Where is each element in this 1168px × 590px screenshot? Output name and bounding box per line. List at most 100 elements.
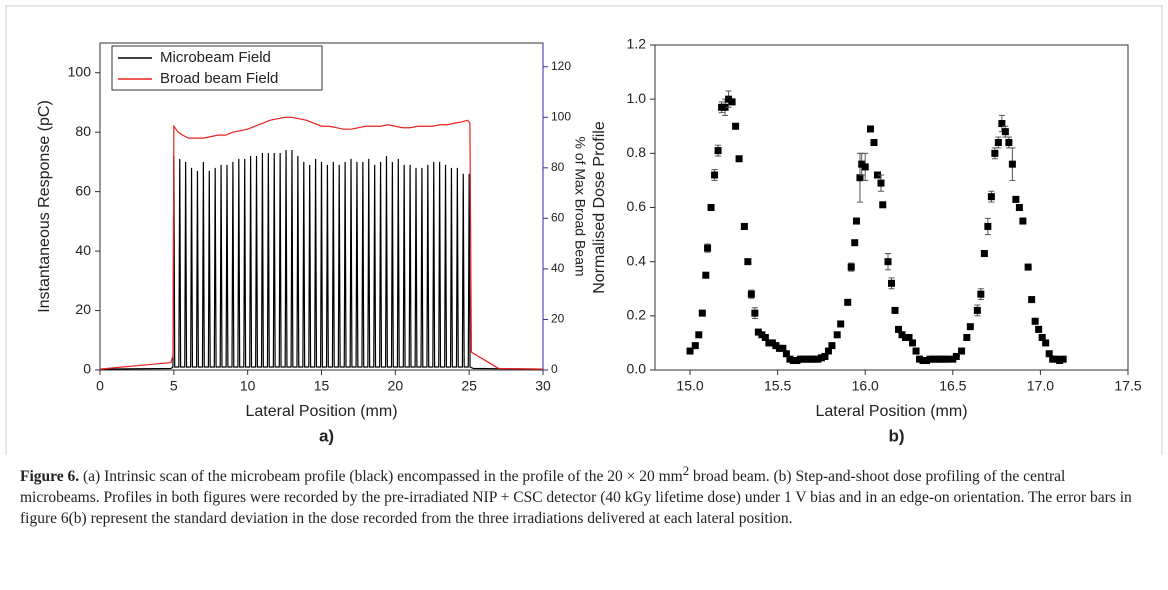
data-point xyxy=(952,352,960,360)
data-point xyxy=(958,347,966,355)
y-tick-label: 0.6 xyxy=(627,198,647,214)
data-point xyxy=(800,355,808,363)
x-tick-label: 5 xyxy=(170,378,178,394)
caption-text: (a) Intrinsic scan of the microbeam prof… xyxy=(79,468,683,486)
y-tick-label: 100 xyxy=(68,63,92,79)
data-point xyxy=(944,355,952,363)
y-tick-label: 0.2 xyxy=(627,307,647,323)
data-point xyxy=(828,342,836,350)
data-point xyxy=(747,290,755,298)
data-point xyxy=(902,334,910,341)
data-point xyxy=(851,239,859,247)
data-point xyxy=(695,331,703,339)
data-point xyxy=(775,344,783,352)
data-point xyxy=(821,352,829,360)
data-point xyxy=(702,271,710,279)
data-point xyxy=(847,263,855,271)
data-point xyxy=(991,149,999,157)
y-tick-label: 0 xyxy=(83,361,91,377)
x-tick-label: 17.0 xyxy=(1027,378,1054,394)
data-point xyxy=(987,193,995,201)
data-point xyxy=(758,331,766,339)
data-point xyxy=(772,342,780,350)
panel-label: a) xyxy=(319,426,334,445)
data-point xyxy=(919,357,927,365)
caption-superscript: 2 xyxy=(682,463,690,478)
data-point xyxy=(912,347,920,355)
y-tick-label: 60 xyxy=(75,182,91,198)
data-point xyxy=(856,174,864,182)
data-point xyxy=(740,222,748,230)
caption-label: Figure 6. xyxy=(20,468,80,486)
figure: 0 5 10 15 20 25 30020406080100020406080100120%… xyxy=(5,5,1163,455)
data-point xyxy=(728,98,736,106)
data-point xyxy=(1052,355,1060,363)
data-point xyxy=(1059,355,1067,363)
data-point xyxy=(998,120,1006,128)
x-axis-label: Lateral Position (mm) xyxy=(245,403,397,420)
data-point xyxy=(1005,139,1013,146)
data-point xyxy=(963,334,971,341)
data-point xyxy=(796,355,804,363)
y2-tick-label: 40 xyxy=(551,261,565,275)
data-point xyxy=(844,298,852,306)
data-point xyxy=(909,339,917,347)
data-point xyxy=(725,95,733,103)
data-point xyxy=(926,355,934,363)
panel-label: b) xyxy=(888,426,904,445)
data-point xyxy=(898,331,906,339)
data-point xyxy=(973,306,981,314)
data-point xyxy=(891,306,899,314)
data-point xyxy=(933,355,941,363)
data-point xyxy=(1008,160,1016,168)
data-point xyxy=(1035,325,1043,333)
data-point xyxy=(905,334,913,341)
y-tick-label: 0.0 xyxy=(627,361,647,377)
data-point xyxy=(984,222,992,230)
x-tick-label: 30 xyxy=(535,378,551,394)
data-point xyxy=(870,139,878,146)
x-tick-label: 17.5 xyxy=(1114,378,1141,394)
series-line xyxy=(99,116,544,370)
data-point xyxy=(888,279,895,287)
data-point xyxy=(707,204,715,211)
data-point xyxy=(711,171,719,179)
data-point xyxy=(744,258,752,266)
data-point xyxy=(877,179,885,187)
data-point xyxy=(718,103,726,111)
x-axis-label: Lateral Position (mm) xyxy=(815,403,967,420)
data-point xyxy=(810,355,818,363)
data-point xyxy=(852,217,860,225)
data-point xyxy=(686,347,694,355)
legend-label: Broad beam Field xyxy=(160,70,278,87)
data-point xyxy=(754,328,762,336)
y2-tick-label: 120 xyxy=(551,59,571,73)
y2-tick-label: 60 xyxy=(551,211,565,225)
caption-text: broad beam. (b) Step-and-shoot dose prof… xyxy=(20,468,1132,528)
series-line xyxy=(99,150,544,370)
data-point xyxy=(1028,296,1036,304)
data-point xyxy=(858,160,866,168)
y2-axis-label: % of Max Broad Beam xyxy=(572,136,588,276)
data-point xyxy=(1038,334,1046,341)
y-tick-label: 20 xyxy=(75,301,91,317)
data-point xyxy=(751,309,759,317)
y-tick-label: 0.4 xyxy=(627,252,647,268)
data-point xyxy=(1056,357,1064,365)
x-tick-label: 15 xyxy=(314,378,330,394)
data-point xyxy=(704,244,712,252)
data-point xyxy=(980,250,988,258)
data-point xyxy=(861,163,869,171)
x-tick-label: 16.5 xyxy=(939,378,966,394)
figure-frame xyxy=(5,5,1163,455)
data-point xyxy=(698,309,706,317)
data-point xyxy=(837,320,845,328)
data-point xyxy=(873,171,881,179)
data-point xyxy=(940,355,948,363)
x-tick-label: 20 xyxy=(388,378,404,394)
x-tick-label: 16.0 xyxy=(852,378,879,394)
data-point xyxy=(966,323,974,331)
data-point xyxy=(786,355,794,363)
data-point xyxy=(817,354,825,362)
